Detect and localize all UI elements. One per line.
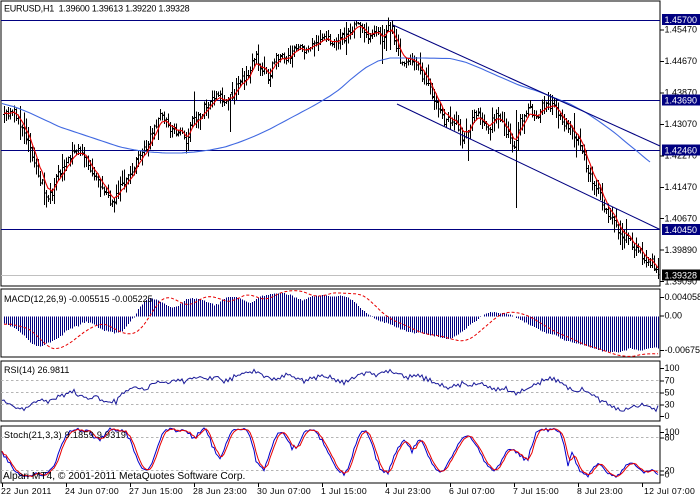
- svg-text:12 Jul 07:00: 12 Jul 07:00: [644, 486, 695, 496]
- svg-text:1.40670: 1.40670: [665, 213, 698, 223]
- svg-text:1.43870: 1.43870: [665, 88, 698, 98]
- svg-text:100: 100: [665, 427, 680, 437]
- svg-text:4 Jul 23:00: 4 Jul 23:00: [385, 486, 431, 496]
- svg-text:20: 20: [665, 466, 675, 476]
- svg-text:0.00: 0.00: [665, 311, 683, 321]
- svg-text:22 Jun 2011: 22 Jun 2011: [1, 486, 52, 496]
- svg-text:100: 100: [665, 363, 680, 373]
- svg-text:7 Jul 15:00: 7 Jul 15:00: [513, 486, 559, 496]
- svg-text:0: 0: [665, 411, 670, 421]
- svg-text:30: 30: [665, 400, 675, 410]
- svg-text:MACD(12,26,9) -0.005515 -0.005: MACD(12,26,9) -0.005515 -0.005225: [4, 294, 153, 304]
- svg-text:1.45700: 1.45700: [665, 15, 698, 25]
- svg-text:30 Jun 07:00: 30 Jun 07:00: [257, 486, 311, 496]
- svg-text:50: 50: [665, 388, 675, 398]
- svg-text:27 Jun 15:00: 27 Jun 15:00: [129, 486, 183, 496]
- svg-text:EURUSD,H1 1.39600 1.39613 1.3: EURUSD,H1 1.39600 1.39613 1.39220 1.3932…: [4, 4, 190, 14]
- svg-text:80: 80: [665, 433, 675, 443]
- svg-text:6 Jul 07:00: 6 Jul 07:00: [449, 486, 495, 496]
- svg-text:Alpari MT4, © 2001-2011 MetaQu: Alpari MT4, © 2001-2011 MetaQuotes Softw…: [3, 471, 245, 482]
- svg-text:1.39890: 1.39890: [665, 245, 698, 255]
- svg-text:1.39090: 1.39090: [665, 276, 698, 286]
- svg-text:70: 70: [665, 376, 675, 386]
- svg-text:1.39328: 1.39328: [665, 271, 698, 281]
- svg-text:0.004058: 0.004058: [665, 292, 700, 302]
- svg-text:28 Jun 23:00: 28 Jun 23:00: [193, 486, 247, 496]
- svg-text:RSI(14) 26.9811: RSI(14) 26.9811: [4, 365, 69, 375]
- svg-text:24 Jun 07:00: 24 Jun 07:00: [65, 486, 119, 496]
- svg-text:1.43070: 1.43070: [665, 119, 698, 129]
- svg-text:1.45470: 1.45470: [665, 25, 698, 35]
- svg-text:Stoch(21,3,3) 9.1859 9.9319: Stoch(21,3,3) 9.1859 9.9319: [4, 430, 126, 440]
- svg-text:1.41470: 1.41470: [665, 182, 698, 192]
- svg-text:8 Jul 23:00: 8 Jul 23:00: [577, 486, 623, 496]
- svg-text:1.44670: 1.44670: [665, 56, 698, 66]
- svg-text:1.43690: 1.43690: [665, 96, 698, 106]
- svg-text:1.42460: 1.42460: [665, 146, 698, 156]
- svg-text:1 Jul 15:00: 1 Jul 15:00: [321, 486, 367, 496]
- svg-text:-0.00675: -0.00675: [665, 345, 700, 355]
- svg-text:1.40450: 1.40450: [665, 225, 698, 235]
- svg-text:0: 0: [665, 470, 670, 480]
